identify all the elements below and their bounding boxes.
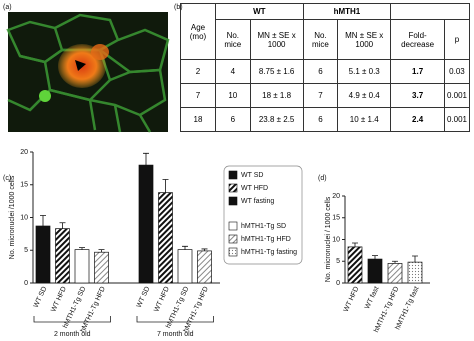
x-tick-label: WT HFD — [50, 286, 68, 314]
subheader-cell: Fold-decrease — [390, 19, 445, 60]
x-tick-label: WT fast — [364, 286, 381, 311]
cell: 0.03 — [443, 59, 471, 84]
legend-swatch — [228, 221, 238, 231]
bar — [35, 225, 51, 284]
x-tick-label: WT SD — [33, 286, 49, 309]
legend-swatch — [228, 196, 238, 206]
y-tick-label: 10 — [20, 214, 28, 221]
cell: 6 — [302, 107, 339, 132]
y-tick-label: 5 — [336, 258, 340, 265]
cell: 6 — [302, 59, 339, 84]
cell: 7 — [302, 83, 339, 108]
cell: 1.7 — [390, 59, 445, 84]
error-bar — [372, 255, 378, 260]
bar — [138, 164, 154, 284]
legend-label: WT HFD — [241, 185, 268, 192]
bar — [55, 228, 70, 284]
panel-label: (a) — [3, 4, 12, 11]
legend-swatch — [228, 247, 238, 257]
error-bar — [162, 179, 169, 193]
bar — [177, 249, 193, 284]
y-tick-label: 20 — [20, 149, 28, 156]
subheader-cell: No. mice — [215, 19, 251, 60]
bar — [197, 250, 212, 284]
legend-label: WT fasting — [241, 198, 274, 205]
x-tick-label: WT SD — [136, 286, 152, 309]
legend-box — [223, 165, 303, 265]
y-axis-label: No. micronuclei / 1000 cells — [325, 196, 332, 282]
y-axis-label: No. micronuclei /1000 cells — [9, 175, 16, 259]
legend-swatch — [228, 170, 238, 180]
subheader-cell: MN ± SE x 1000 — [337, 19, 392, 60]
legend-label: WT SD — [241, 172, 263, 179]
panel-label: (d) — [318, 175, 327, 182]
cell: 18 — [180, 107, 216, 132]
subheader-cell: MN ± SE x 1000 — [249, 19, 304, 60]
x-tick-label: WT HFD — [343, 286, 361, 314]
error-bar — [412, 255, 418, 263]
panel-label: (b) — [174, 4, 183, 11]
legend-label: hMTH1-Tg fasting — [241, 249, 297, 256]
error-bar — [59, 222, 66, 229]
y-tick-label: 15 — [20, 182, 28, 189]
x-tick-label: WT HFD — [153, 286, 171, 314]
cell: 0.001 — [443, 107, 471, 132]
cell: 5.1 ± 0.3 — [337, 59, 392, 84]
y-tick-label: 0 — [336, 280, 340, 287]
error-bar — [143, 152, 149, 166]
error-bar — [352, 242, 358, 247]
error-bar — [40, 215, 46, 227]
bar — [347, 246, 363, 284]
header-cell: hMTH1 — [302, 3, 392, 20]
group-label: 7 month old — [157, 331, 194, 338]
cell: 4 — [215, 59, 251, 84]
cell: 3.7 — [390, 83, 445, 108]
cell: 23.8 ± 2.5 — [249, 107, 304, 132]
legend-swatch — [228, 183, 238, 193]
error-bar — [182, 245, 188, 250]
header-cell: WT — [215, 3, 304, 20]
header-cell: Age (mo) — [180, 3, 216, 60]
cell: 7 — [180, 83, 216, 108]
group-bracket — [33, 316, 111, 323]
bar — [74, 249, 90, 284]
bar — [158, 192, 173, 284]
group-bracket — [136, 316, 214, 323]
bar — [367, 258, 383, 284]
y-tick-label: 15 — [332, 215, 340, 222]
legend-label: hMTH1-Tg HFD — [241, 236, 291, 243]
cell: 6 — [215, 107, 251, 132]
legend-label: hMTH1-Tg SD — [241, 223, 286, 230]
y-tick-label: 0 — [24, 280, 28, 287]
error-bar — [79, 247, 85, 250]
group-label: 2 month old — [54, 331, 91, 338]
y-tick-label: 10 — [332, 236, 340, 243]
cell: 10 — [215, 83, 251, 108]
bar — [387, 263, 403, 284]
subheader-cell: No. mice — [302, 19, 339, 60]
panel-label: (c) — [3, 175, 11, 182]
results-table: Age (mo) WT hMTH1 No. mice MN ± SE x 100… — [180, 3, 471, 132]
micrograph — [6, 12, 170, 133]
y-tick-label: 5 — [24, 247, 28, 254]
cell: 4.9 ± 0.4 — [337, 83, 392, 108]
error-bar — [392, 260, 398, 264]
cell: 10 ± 1.4 — [337, 107, 392, 132]
bar — [407, 261, 423, 284]
header-cell — [390, 3, 470, 20]
cell: 2.4 — [390, 107, 445, 132]
cell: 8.75 ± 1.6 — [249, 59, 304, 84]
error-bar — [201, 248, 208, 251]
subheader-cell: p — [443, 19, 471, 60]
cell: 2 — [180, 59, 216, 84]
y-tick-label: 20 — [332, 193, 340, 200]
bar — [94, 251, 109, 284]
cell: 18 ± 1.8 — [249, 83, 304, 108]
legend-swatch — [228, 234, 238, 244]
cell: 0.001 — [443, 83, 471, 108]
error-bar — [98, 249, 105, 253]
